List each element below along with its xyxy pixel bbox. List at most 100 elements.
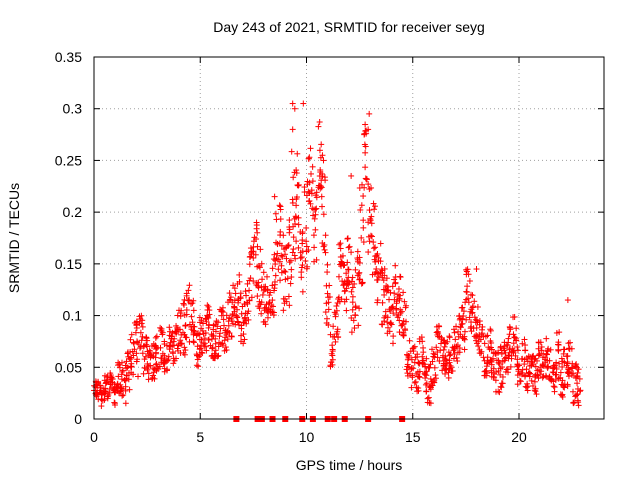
data-point: [429, 358, 436, 365]
data-point: [299, 240, 306, 247]
data-point: [524, 383, 531, 390]
data-point: [226, 330, 233, 337]
data-point: [335, 294, 342, 301]
data-point: [365, 126, 372, 133]
data-point: [335, 273, 342, 280]
data-point: [243, 292, 250, 299]
data-point: [375, 254, 382, 261]
data-point: [345, 266, 352, 273]
data-point: [226, 290, 233, 297]
data-point: [533, 357, 540, 364]
data-point: [411, 343, 418, 350]
data-point: [274, 250, 281, 257]
data-point: [566, 346, 573, 353]
data-point: [356, 269, 363, 276]
data-point: [454, 357, 461, 364]
data-point: [186, 338, 193, 345]
data-point: [128, 369, 135, 376]
data-point: [241, 336, 248, 343]
data-point: [367, 215, 374, 222]
data-point: [154, 364, 161, 371]
data-point: [386, 328, 393, 335]
data-point: [379, 299, 386, 306]
data-point: [365, 181, 372, 188]
data-point: [234, 306, 241, 313]
data-point: [384, 319, 391, 326]
data-point: [362, 121, 369, 128]
data-point: [415, 373, 422, 380]
data-point: [303, 224, 310, 231]
data-point: [259, 291, 266, 298]
data-point: [310, 212, 317, 219]
data-point: [260, 269, 267, 276]
data-point: [230, 312, 237, 319]
data-point: [360, 239, 367, 246]
data-point: [457, 331, 464, 338]
data-point: [295, 214, 302, 221]
x-axis-label: GPS time / hours: [296, 457, 403, 473]
data-point: [291, 215, 298, 222]
data-point: [393, 298, 400, 305]
data-point: [453, 354, 460, 361]
data-point: [450, 326, 457, 333]
y-tick-label: 0.05: [55, 359, 82, 375]
data-point: [555, 346, 562, 353]
data-point: [425, 394, 432, 401]
data-point: [446, 333, 453, 340]
data-point: [124, 364, 131, 371]
data-point: [529, 382, 536, 389]
data-point: [264, 314, 271, 321]
data-point: [188, 313, 195, 320]
data-point: [336, 241, 343, 248]
data-point: [181, 344, 188, 351]
data-point: [358, 202, 365, 209]
data-point: [445, 374, 452, 381]
data-point: [238, 310, 245, 317]
data-point: [543, 335, 550, 342]
data-point: [474, 303, 481, 310]
data-point: [378, 321, 385, 328]
data-point: [349, 284, 356, 291]
data-point: [183, 311, 190, 318]
data-point: [330, 323, 337, 330]
data-point: [544, 363, 551, 370]
data-point: [522, 347, 529, 354]
data-point: [484, 332, 491, 339]
data-point: [320, 157, 327, 164]
data-point: [235, 296, 242, 303]
data-point: [217, 325, 224, 332]
data-point: [115, 362, 122, 369]
data-point: [535, 339, 542, 346]
data-point: [355, 270, 362, 277]
data-point: [303, 265, 310, 272]
data-point: [345, 244, 352, 251]
data-point: [560, 350, 567, 357]
data-point: [372, 203, 379, 210]
data-point: [361, 131, 368, 138]
data-point: [444, 338, 451, 345]
data-point: [98, 396, 105, 403]
data-point: [366, 110, 373, 117]
data-point: [390, 333, 397, 340]
data-point: [465, 295, 472, 302]
data-point: [325, 294, 332, 301]
data-point: [119, 386, 126, 393]
data-point: [447, 362, 454, 369]
data-point: [387, 308, 394, 315]
data-point: [119, 392, 126, 399]
data-point: [220, 316, 227, 323]
data-point: [517, 378, 524, 385]
data-point: [175, 326, 182, 333]
data-point: [360, 193, 367, 200]
data-point: [267, 289, 274, 296]
data-point: [205, 303, 212, 310]
data-point: [473, 337, 480, 344]
data-point: [250, 278, 257, 285]
data-point: [293, 194, 300, 201]
data-point: [574, 369, 581, 376]
data-point: [195, 363, 202, 370]
data-point: [450, 347, 457, 354]
data-point: [322, 232, 329, 239]
data-point: [209, 345, 216, 352]
data-point: [421, 361, 428, 368]
